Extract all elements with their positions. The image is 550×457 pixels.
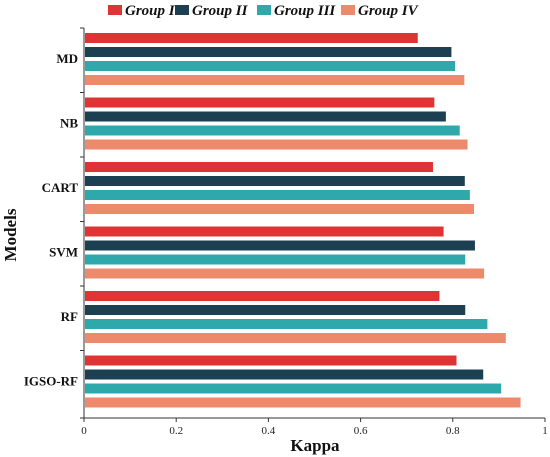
x-axis-title: Kappa — [290, 436, 340, 455]
bar-rf-group-1 — [85, 291, 440, 301]
bar-rf-group-4 — [85, 333, 506, 343]
legend-swatch-4 — [341, 5, 355, 15]
legend-swatch-2 — [175, 5, 189, 15]
category-label-cart: CART — [42, 180, 79, 195]
category-labels: MD NB CART SVM RF IGSO-RF — [24, 51, 78, 389]
category-label-md: MD — [56, 51, 78, 66]
bar-cart-group-1 — [85, 162, 433, 172]
bar-md-group-4 — [85, 75, 465, 85]
bar-igso-rf-group-4 — [85, 397, 521, 408]
legend-label-3: Group III — [274, 3, 336, 19]
bar-svm-group-2 — [85, 240, 475, 251]
bars — [85, 33, 521, 408]
legend-swatch-3 — [257, 5, 271, 15]
axes: 0 0.2 0.4 0.6 0.8 1 — [80, 27, 548, 437]
bar-cart-group-2 — [85, 176, 465, 186]
bar-igso-rf-group-3 — [85, 383, 502, 394]
legend: Group I Group II Group III Group IV — [108, 3, 420, 19]
bar-svm-group-1 — [85, 226, 444, 237]
category-label-rf: RF — [61, 309, 78, 324]
legend-label-1: Group I — [125, 3, 176, 19]
bar-rf-group-2 — [85, 305, 466, 315]
category-label-svm: SVM — [49, 245, 78, 260]
bar-svm-group-3 — [85, 254, 466, 265]
x-tick-label: 0 — [81, 425, 87, 437]
bar-nb-group-1 — [85, 97, 435, 108]
category-label-igso-rf: IGSO-RF — [24, 374, 78, 389]
bar-cart-group-4 — [85, 204, 475, 214]
x-tick-label: 0.2 — [169, 425, 183, 437]
bar-md-group-2 — [85, 47, 452, 57]
x-tick-label: 0.6 — [354, 425, 368, 437]
bar-cart-group-3 — [85, 190, 470, 200]
legend-label-2: Group II — [192, 3, 249, 19]
bar-igso-rf-group-2 — [85, 369, 484, 380]
category-label-nb: NB — [60, 116, 78, 131]
x-tick-label: 1 — [542, 425, 548, 437]
bar-nb-group-2 — [85, 111, 446, 122]
bar-md-group-3 — [85, 61, 456, 71]
bar-nb-group-4 — [85, 139, 468, 150]
bar-svm-group-4 — [85, 268, 485, 279]
x-tick-label: 0.4 — [262, 425, 276, 437]
bar-rf-group-3 — [85, 319, 488, 329]
legend-swatch-1 — [108, 5, 122, 15]
bar-igso-rf-group-1 — [85, 355, 457, 366]
x-tick-label: 0.8 — [446, 425, 460, 437]
bar-md-group-1 — [85, 33, 418, 43]
legend-label-4: Group IV — [358, 3, 420, 19]
y-axis-title: Models — [1, 208, 20, 261]
bar-nb-group-3 — [85, 125, 460, 136]
